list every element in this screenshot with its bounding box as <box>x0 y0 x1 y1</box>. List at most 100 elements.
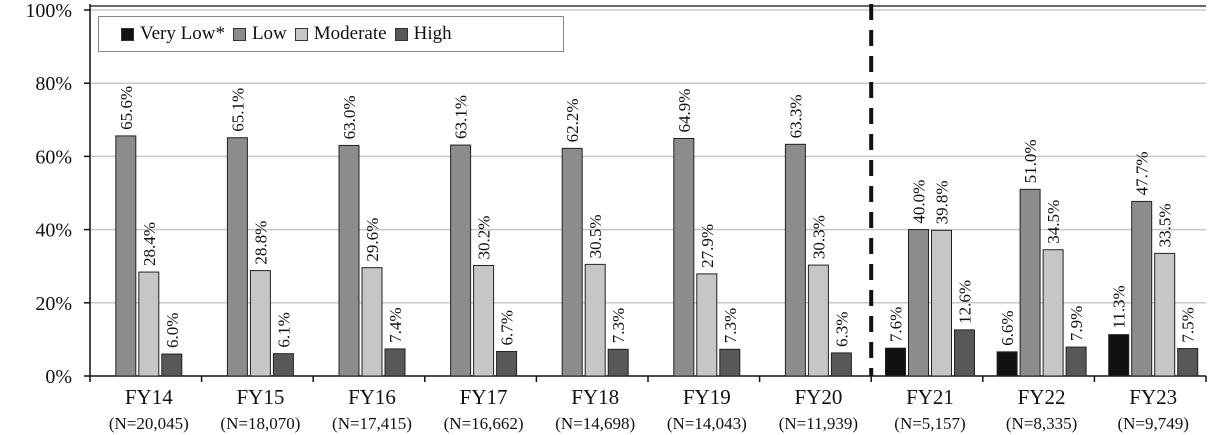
data-label: 27.9% <box>698 224 717 268</box>
category-label: FY16 <box>348 385 396 409</box>
bar-moderate <box>584 263 606 377</box>
category-sublabel: (N=20,045) <box>109 414 189 433</box>
data-label: 51.0% <box>1021 139 1040 183</box>
data-label: 6.6% <box>998 310 1017 345</box>
legend-item: Moderate <box>294 23 387 45</box>
bar-very-low <box>996 351 1018 377</box>
bar-low <box>450 144 472 377</box>
category-sublabel: (N=9,749) <box>1117 414 1188 433</box>
data-label: 47.7% <box>1133 151 1152 195</box>
data-label: 63.3% <box>786 94 805 138</box>
bar-high <box>384 348 406 377</box>
category-label: FY15 <box>236 385 284 409</box>
bar-moderate <box>1154 252 1176 377</box>
legend: Very Low* Low Moderate High <box>98 16 564 52</box>
data-label: 65.6% <box>117 86 136 130</box>
legend-item: Very Low* <box>121 23 225 45</box>
data-label: 6.1% <box>274 312 293 347</box>
category-sublabel: (N=14,698) <box>555 414 635 433</box>
data-label: 7.3% <box>609 308 628 343</box>
data-label: 33.5% <box>1156 203 1175 247</box>
data-label: 39.8% <box>933 180 952 224</box>
y-tick-label: 20% <box>35 293 72 315</box>
category-label: FY17 <box>460 385 508 409</box>
bar-high <box>954 329 975 377</box>
category-label: FY19 <box>683 385 731 409</box>
y-tick-label: 100% <box>25 0 72 22</box>
category-sublabel: (N=17,415) <box>332 414 412 433</box>
bar-low <box>673 137 695 377</box>
legend-swatch <box>394 27 408 41</box>
bar-high <box>1177 348 1199 377</box>
bar-low <box>338 144 360 377</box>
bar-low <box>226 137 248 377</box>
bar-high <box>496 350 518 377</box>
category-sublabel: (N=16,662) <box>444 414 524 433</box>
bar-low <box>115 135 137 377</box>
bar-low <box>908 229 929 377</box>
bar-low <box>561 147 583 377</box>
data-label: 65.1% <box>228 88 247 132</box>
data-label: 30.5% <box>586 214 605 258</box>
y-tick-label: 0% <box>45 366 72 388</box>
category-sublabel: (N=11,939) <box>779 414 858 433</box>
data-label: 29.6% <box>363 218 382 262</box>
legend-label: Low <box>251 23 287 44</box>
data-label: 62.2% <box>563 98 582 142</box>
bar-moderate <box>931 229 952 377</box>
data-label: 34.5% <box>1044 200 1063 244</box>
category-label: FY20 <box>794 385 842 409</box>
bar-high <box>1065 346 1087 377</box>
legend-swatch <box>232 27 246 41</box>
axes: 0% 20% 40% 60% 80% 100% <box>25 0 1207 388</box>
category-sublabel: (N=5,157) <box>894 414 965 433</box>
data-label: 7.9% <box>1067 306 1086 341</box>
bar-very-low <box>885 347 906 377</box>
category-label: FY23 <box>1129 385 1177 409</box>
category-label: FY22 <box>1018 385 1066 409</box>
bar-very-low <box>1108 334 1130 377</box>
category-sublabel: (N=8,335) <box>1006 414 1077 433</box>
legend-label: High <box>413 23 452 44</box>
data-label: 30.3% <box>809 215 828 259</box>
data-label: 7.5% <box>1179 307 1198 342</box>
data-label: 64.9% <box>675 89 694 133</box>
bar-low <box>784 143 806 377</box>
bar-moderate <box>1042 249 1064 377</box>
data-label: 11.3% <box>1110 285 1129 328</box>
bar-high <box>719 348 741 377</box>
data-label: 7.4% <box>386 307 405 342</box>
legend-item: Low <box>232 23 287 45</box>
legend-item: High <box>394 23 452 45</box>
category-labels: FY14 (N=20,045) FY15 (N=18,070) FY16 (N=17,41… <box>109 385 1189 433</box>
data-label: 63.0% <box>340 95 359 139</box>
data-label: 7.3% <box>721 308 740 343</box>
data-labels: 65.6% 28.4% 6.0% 65.1% 28.8% 6.1% 63.0% 29.6% 7.… <box>117 86 1198 348</box>
y-tick-label: 40% <box>35 220 72 242</box>
data-label: 6.3% <box>832 312 851 347</box>
data-label: 7.6% <box>887 307 906 342</box>
bar-high <box>272 353 294 377</box>
bar-high <box>830 352 852 377</box>
category-sublabel: (N=18,070) <box>220 414 300 433</box>
bar-moderate <box>807 264 829 377</box>
bar-high <box>161 353 183 377</box>
legend-label: Moderate <box>313 23 387 44</box>
bar-moderate <box>361 267 383 377</box>
bar-moderate <box>696 273 718 377</box>
bar-low <box>1019 188 1041 377</box>
y-tick-label: 60% <box>35 146 72 168</box>
data-label: 63.1% <box>452 95 471 139</box>
category-label: FY21 <box>906 385 954 409</box>
category-label: FY14 <box>125 385 173 409</box>
bar-low <box>1131 200 1153 377</box>
legend-swatch <box>121 27 134 41</box>
data-label: 40.0% <box>910 180 929 224</box>
data-label: 6.0% <box>163 313 182 348</box>
bar-moderate <box>138 271 160 377</box>
legend-swatch <box>294 27 308 41</box>
data-label: 28.8% <box>251 221 270 265</box>
data-label: 12.6% <box>956 280 975 324</box>
data-label: 6.7% <box>498 310 517 345</box>
